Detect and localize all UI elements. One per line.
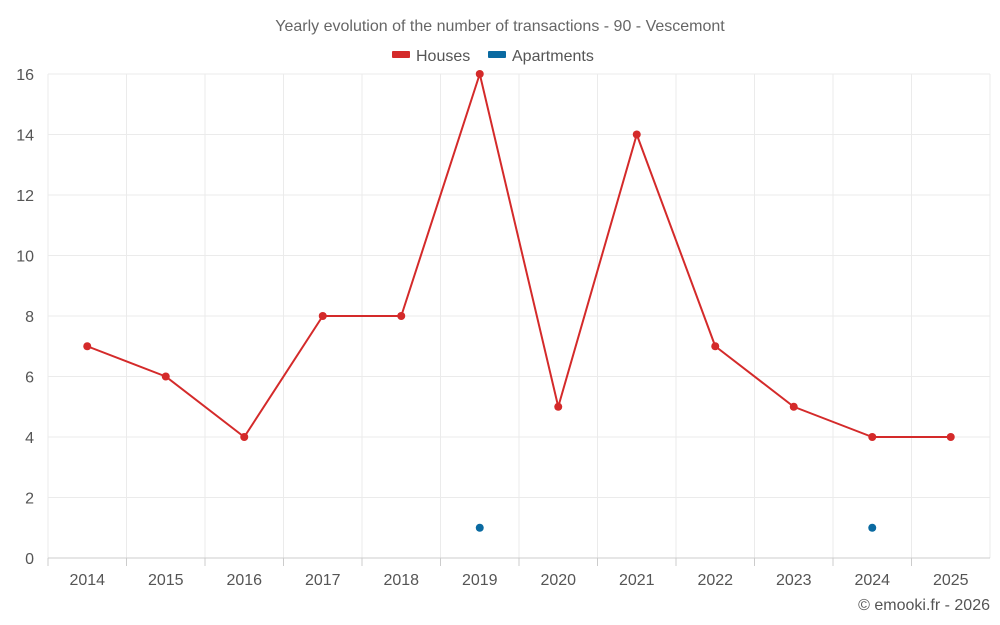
x-tick-label: 2021 xyxy=(619,572,655,589)
gridlines xyxy=(47,73,991,558)
chart-title: Yearly evolution of the number of transa… xyxy=(275,18,725,35)
legend-label-apartments[interactable]: Apartments xyxy=(512,48,594,65)
y-tick-label: 2 xyxy=(25,491,34,508)
y-tick-label: 12 xyxy=(16,188,34,205)
y-tick-label: 6 xyxy=(25,370,34,387)
y-tick-label: 4 xyxy=(25,430,34,447)
legend-swatch-houses[interactable] xyxy=(392,51,410,58)
data-point-houses xyxy=(946,433,955,441)
data-point-houses xyxy=(475,70,484,78)
data-point-houses xyxy=(318,312,327,320)
y-tick-label: 10 xyxy=(16,249,34,266)
x-tick-label: 2023 xyxy=(776,572,812,589)
data-point-houses xyxy=(161,372,170,381)
x-tick-label: 2017 xyxy=(305,572,341,589)
y-tick-label: 16 xyxy=(16,67,34,84)
legend-label-houses[interactable]: Houses xyxy=(416,48,470,65)
data-point-houses xyxy=(868,433,877,441)
x-tick-label: 2020 xyxy=(540,572,576,589)
legend: Houses Apartments xyxy=(392,48,594,65)
data-point-houses xyxy=(554,402,563,411)
data-point-apartments xyxy=(475,523,484,532)
y-tick-label: 8 xyxy=(25,309,34,326)
credit-text: © emooki.fr - 2026 xyxy=(858,597,990,614)
x-tick-label: 2024 xyxy=(854,572,890,589)
data-point-houses xyxy=(711,342,720,351)
data-point-houses xyxy=(397,312,406,320)
y-tick-label: 14 xyxy=(16,128,34,145)
x-tick-label: 2019 xyxy=(462,572,498,589)
x-tick-label: 2015 xyxy=(148,572,184,589)
series-line-houses xyxy=(86,73,951,438)
x-tick-label: 2022 xyxy=(697,572,733,589)
data-point-houses xyxy=(83,342,92,351)
y-tick-label: 0 xyxy=(25,551,34,568)
data-point-houses xyxy=(789,402,798,411)
data-point-houses xyxy=(632,130,641,139)
x-tick-label: 2018 xyxy=(383,572,419,589)
x-axis: 2014 2015 2016 2017 2018 2019 2020 2021 2022 2023… xyxy=(47,557,990,589)
legend-swatch-apartments[interactable] xyxy=(488,51,506,58)
data-point-houses xyxy=(240,433,249,441)
x-tick-label: 2025 xyxy=(933,572,969,589)
series-layer xyxy=(83,70,955,532)
y-axis: 0 2 4 6 8 10 12 14 16 xyxy=(16,67,34,568)
data-point-apartments xyxy=(868,523,877,532)
x-tick-label: 2016 xyxy=(226,572,262,589)
x-tick-label: 2014 xyxy=(69,572,105,589)
